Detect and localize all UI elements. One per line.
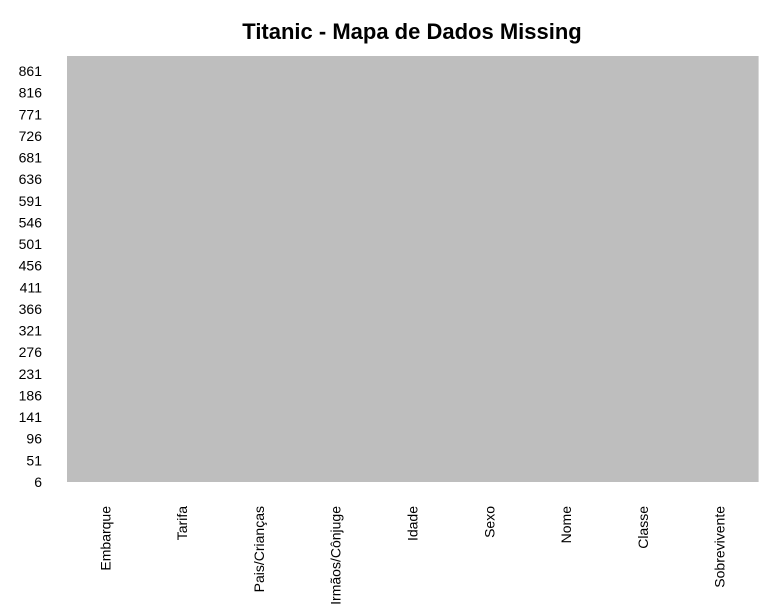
y-tick-label: 816	[19, 85, 43, 101]
x-axis: Embarque Tarifa Pais/Crianças Irmãos/Cônjug…	[97, 506, 727, 605]
y-tick-label: 411	[20, 279, 43, 295]
y-tick-label: 6	[34, 474, 42, 490]
chart-title: Titanic - Mapa de Dados Missing	[242, 19, 581, 44]
x-tick-label: Sobrevivente	[712, 506, 728, 588]
heatmap-column-7	[604, 56, 682, 482]
y-tick-label: 141	[19, 409, 43, 425]
y-tick-label: 726	[19, 128, 43, 144]
heatmap-cells	[67, 56, 759, 482]
heatmap-column-4	[374, 56, 452, 482]
heatmap-column-0	[67, 56, 145, 482]
heatmap-column-5	[450, 56, 529, 482]
heatmap-column-6	[527, 56, 606, 482]
y-tick-label: 186	[19, 387, 43, 403]
y-tick-label: 51	[26, 452, 42, 468]
x-tick-label: Irmãos/Cônjuge	[328, 506, 344, 605]
x-tick-label: Pais/Crianças	[251, 506, 267, 592]
heatmap-column-1	[143, 56, 222, 482]
x-tick-label: Sexo	[481, 506, 497, 538]
x-tick-label: Embarque	[97, 506, 113, 571]
x-tick-label: Classe	[635, 506, 651, 549]
y-tick-label: 501	[19, 236, 43, 252]
y-tick-label: 321	[19, 323, 43, 339]
y-tick-label: 861	[19, 63, 43, 79]
y-tick-label: 276	[19, 344, 43, 360]
y-tick-label: 546	[19, 214, 43, 230]
x-tick-label: Nome	[558, 506, 574, 544]
y-tick-label: 231	[19, 366, 43, 382]
heatmap-column-8	[681, 56, 759, 482]
heatmap-column-2	[220, 56, 298, 482]
y-tick-label: 771	[19, 106, 43, 122]
y-tick-label: 456	[19, 258, 43, 274]
y-tick-label: 96	[26, 431, 42, 447]
y-tick-label: 591	[19, 193, 43, 209]
y-tick-label: 636	[19, 171, 43, 187]
x-tick-label: Idade	[405, 506, 421, 541]
y-axis: 861 816 771 726 681 636 591 546 501 456 411 366 321 2…	[19, 63, 43, 490]
y-tick-label: 366	[19, 301, 43, 317]
heatmap-column-3	[297, 56, 375, 482]
x-tick-label: Tarifa	[174, 506, 190, 540]
y-tick-label: 681	[19, 150, 43, 166]
